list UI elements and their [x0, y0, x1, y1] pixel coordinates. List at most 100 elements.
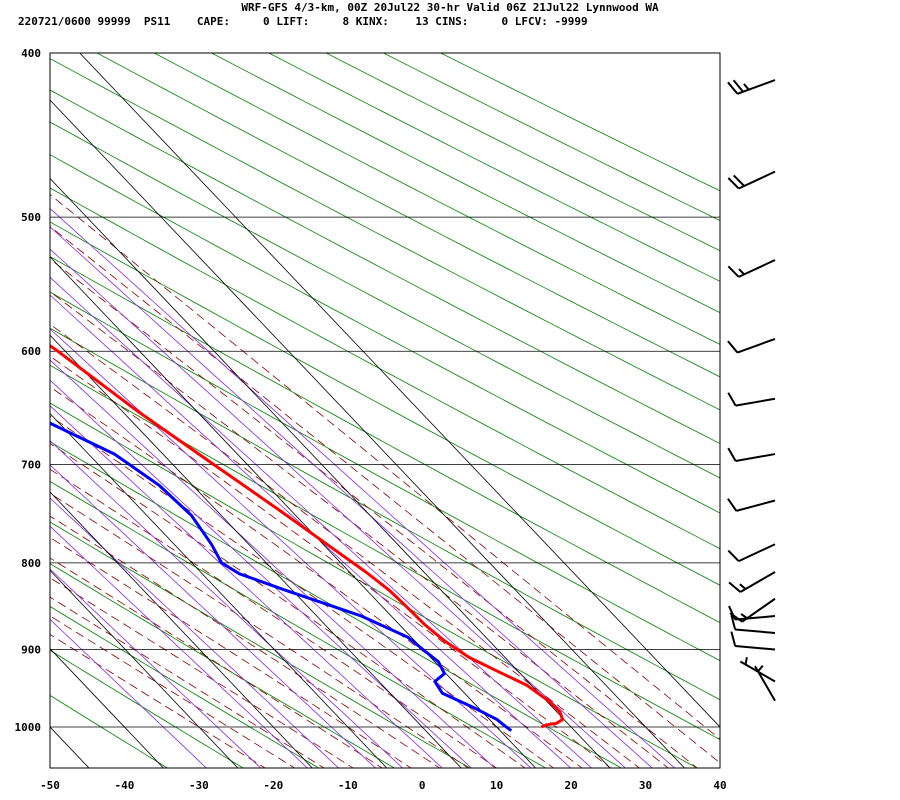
dewpoint-profile	[50, 421, 513, 732]
dry-adiabat	[96, 53, 720, 378]
dry-adiabat	[50, 58, 720, 411]
cins-index: CINS: 0	[435, 15, 509, 28]
lift-index: LIFT: 8	[276, 15, 350, 28]
mixing-ratio-line	[50, 248, 626, 768]
dry-adiabat	[439, 53, 720, 192]
stability-indices: 220721/0600 99999 PS11 CAPE: 0 LIFT: 8 K…	[18, 15, 900, 28]
dry-adiabat	[50, 649, 244, 768]
x-tick-label: -30	[189, 779, 209, 792]
x-tick-label: 40	[713, 779, 726, 792]
mixing-ratio-line	[50, 328, 532, 768]
station-id: 220721/0600 99999 PS11	[18, 15, 171, 28]
x-tick-label: 20	[564, 779, 577, 792]
moist-adiabat	[50, 291, 669, 768]
moist-adiabat	[50, 557, 383, 768]
moist-adiabat	[50, 596, 325, 768]
dry-adiabat	[50, 291, 720, 662]
moist-adiabat	[50, 468, 498, 768]
wind-barb	[754, 665, 776, 702]
wind-barbs	[727, 79, 776, 702]
y-tick-label: 400	[21, 47, 41, 60]
isotherm	[50, 334, 462, 768]
x-tick-label: -10	[338, 779, 358, 792]
isotherm	[50, 99, 686, 768]
isotherm	[79, 53, 720, 728]
wind-barb	[730, 631, 776, 651]
isotherm	[50, 648, 164, 768]
dry-adiabat	[50, 221, 720, 586]
moist-adiabat	[50, 386, 583, 768]
isotherm	[50, 256, 537, 768]
chart-title: WRF-GFS 4/3-km, 00Z 20Jul22 30-hr Valid …	[241, 1, 659, 14]
mixing-ratio-line	[50, 276, 593, 768]
y-tick-labels: 400 500 600 700 800 900 1000	[15, 47, 42, 734]
wind-barb	[727, 79, 776, 95]
sounding-profiles	[50, 343, 565, 732]
plot-frame	[49, 52, 721, 769]
mixing-ratio-line	[50, 359, 496, 768]
grid-lines	[0, 15, 720, 770]
mixing-ratio-line	[50, 207, 676, 768]
y-tick-label: 800	[21, 557, 41, 570]
dry-adiabat	[50, 89, 720, 445]
isotherm	[0, 15, 16, 770]
dry-adiabat	[268, 53, 720, 282]
wind-barb	[730, 614, 776, 634]
dry-adiabat	[50, 327, 720, 701]
mixing-ratio-line	[50, 226, 653, 768]
wind-barb	[727, 170, 776, 190]
isotherm	[50, 491, 313, 768]
mixing-ratio-line	[50, 294, 572, 768]
wind-barb	[728, 605, 776, 621]
dry-adiabat	[50, 441, 623, 768]
moist-adiabat	[50, 633, 266, 768]
wind-barb	[727, 498, 776, 512]
background-lines	[50, 53, 720, 768]
mixing-ratio-line	[50, 525, 308, 768]
mixing-ratio-line	[50, 618, 207, 768]
moist-adiabat	[50, 194, 720, 740]
y-tick-label: 500	[21, 211, 41, 224]
x-tick-label: -40	[115, 779, 135, 792]
wind-barb	[728, 571, 776, 593]
dry-adiabat	[50, 256, 720, 624]
dry-adiabat	[50, 121, 720, 479]
y-tick-label: 600	[21, 345, 41, 358]
x-tick-label: 0	[419, 779, 426, 792]
mixing-ratio-line	[50, 440, 404, 768]
x-tick-labels: -50 -40 -30 -20 -10 0 10 20 30 40	[40, 779, 727, 792]
y-tick-label: 1000	[15, 721, 42, 734]
wind-barb	[727, 447, 776, 462]
isotherm	[50, 412, 388, 768]
dry-adiabat	[50, 187, 720, 550]
mixing-ratio-line	[50, 497, 340, 768]
kinx-index: KINX: 13	[355, 15, 429, 28]
isotherm	[50, 177, 611, 768]
lfcv-index: LFCV: -9999	[514, 15, 588, 28]
wind-barb	[727, 392, 776, 407]
mixing-ratio-line	[50, 405, 443, 768]
dry-adiabat	[210, 53, 720, 314]
moist-adiabat	[50, 355, 612, 768]
moist-adiabat	[50, 258, 698, 768]
x-tick-label: 10	[490, 779, 503, 792]
dry-adiabat	[50, 605, 320, 768]
wind-barb	[727, 259, 776, 278]
dry-adiabat	[153, 53, 720, 345]
dry-adiabat	[50, 563, 396, 768]
temperature-profile	[50, 343, 565, 729]
dry-adiabat	[325, 53, 720, 252]
cape-index: CAPE: 0	[196, 15, 270, 28]
y-tick-label: 700	[21, 459, 41, 472]
mixing-ratio-line	[50, 568, 262, 768]
dry-adiabat	[50, 521, 471, 768]
moist-adiabat	[50, 492, 469, 768]
moist-adiabat	[50, 323, 641, 768]
moist-adiabat	[50, 442, 526, 768]
x-tick-label: -20	[263, 779, 283, 792]
x-tick-label: -50	[40, 779, 60, 792]
x-tick-label: 30	[639, 779, 652, 792]
dry-adiabat	[50, 364, 720, 741]
moist-adiabat	[50, 226, 720, 764]
